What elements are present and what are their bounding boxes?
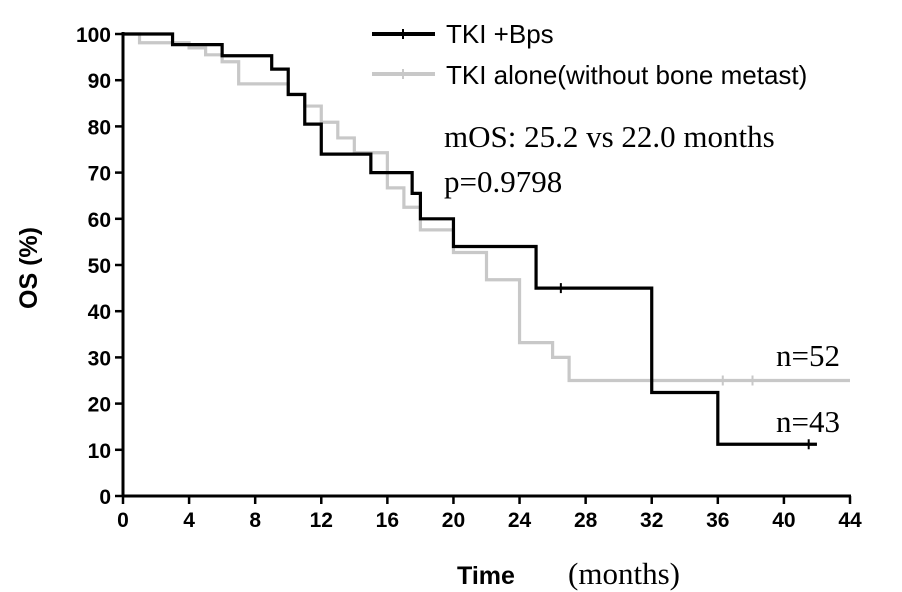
ticks-layer: 0 4 8 12 16 20 24 28 32 36 40 44 0 10 20 30 40 50 60 70 80 90… (76, 24, 862, 532)
x-tick-label: 0 (117, 509, 129, 532)
x-tick-label: 4 (183, 509, 195, 532)
y-tick-label: 100 (76, 24, 111, 47)
y-tick-label: 80 (88, 116, 111, 139)
x-axis-title: Time (457, 562, 515, 590)
x-tick-label: 20 (442, 509, 465, 532)
y-axis-title: OS (%) (15, 227, 43, 309)
x-tick-label: 8 (249, 509, 261, 532)
series-line-tki-bps (123, 32, 817, 446)
x-tick-label: 28 (574, 509, 598, 532)
stats-mos-annotation: mOS: 25.2 vs 22.0 months (444, 119, 775, 154)
x-tick-label: 36 (706, 509, 729, 532)
y-tick-label: 0 (99, 486, 111, 509)
y-tick-label: 90 (88, 70, 111, 93)
x-tick-label: 44 (838, 509, 862, 532)
x-tick-label: 24 (508, 509, 532, 532)
x-axis-unit: (months) (568, 556, 680, 591)
y-tick-label: 40 (88, 301, 111, 324)
y-tick-label: 60 (88, 209, 111, 232)
stats-p-value-annotation: p=0.9798 (444, 164, 562, 199)
y-tick-label: 20 (88, 394, 111, 417)
x-tick-label: 40 (772, 509, 795, 532)
n-gray-annotation: n=52 (776, 338, 840, 373)
series-layer (123, 32, 850, 450)
y-tick-label: 70 (88, 163, 111, 186)
legend-label-tki-bps: TKI +Bps (446, 19, 554, 49)
legend: TKI +Bps TKI alone(without bone metast) (372, 19, 807, 90)
y-tick-label: 10 (88, 440, 111, 463)
x-tick-label: 16 (376, 509, 399, 532)
y-tick-label: 50 (88, 255, 111, 278)
x-tick-label: 12 (310, 509, 333, 532)
x-tick-label: 32 (640, 509, 663, 532)
y-tick-label: 30 (88, 347, 111, 370)
series-line-tki-alone (123, 32, 850, 383)
legend-label-tki-alone: TKI alone(without bone metast) (446, 60, 807, 90)
n-black-annotation: n=43 (776, 404, 840, 439)
